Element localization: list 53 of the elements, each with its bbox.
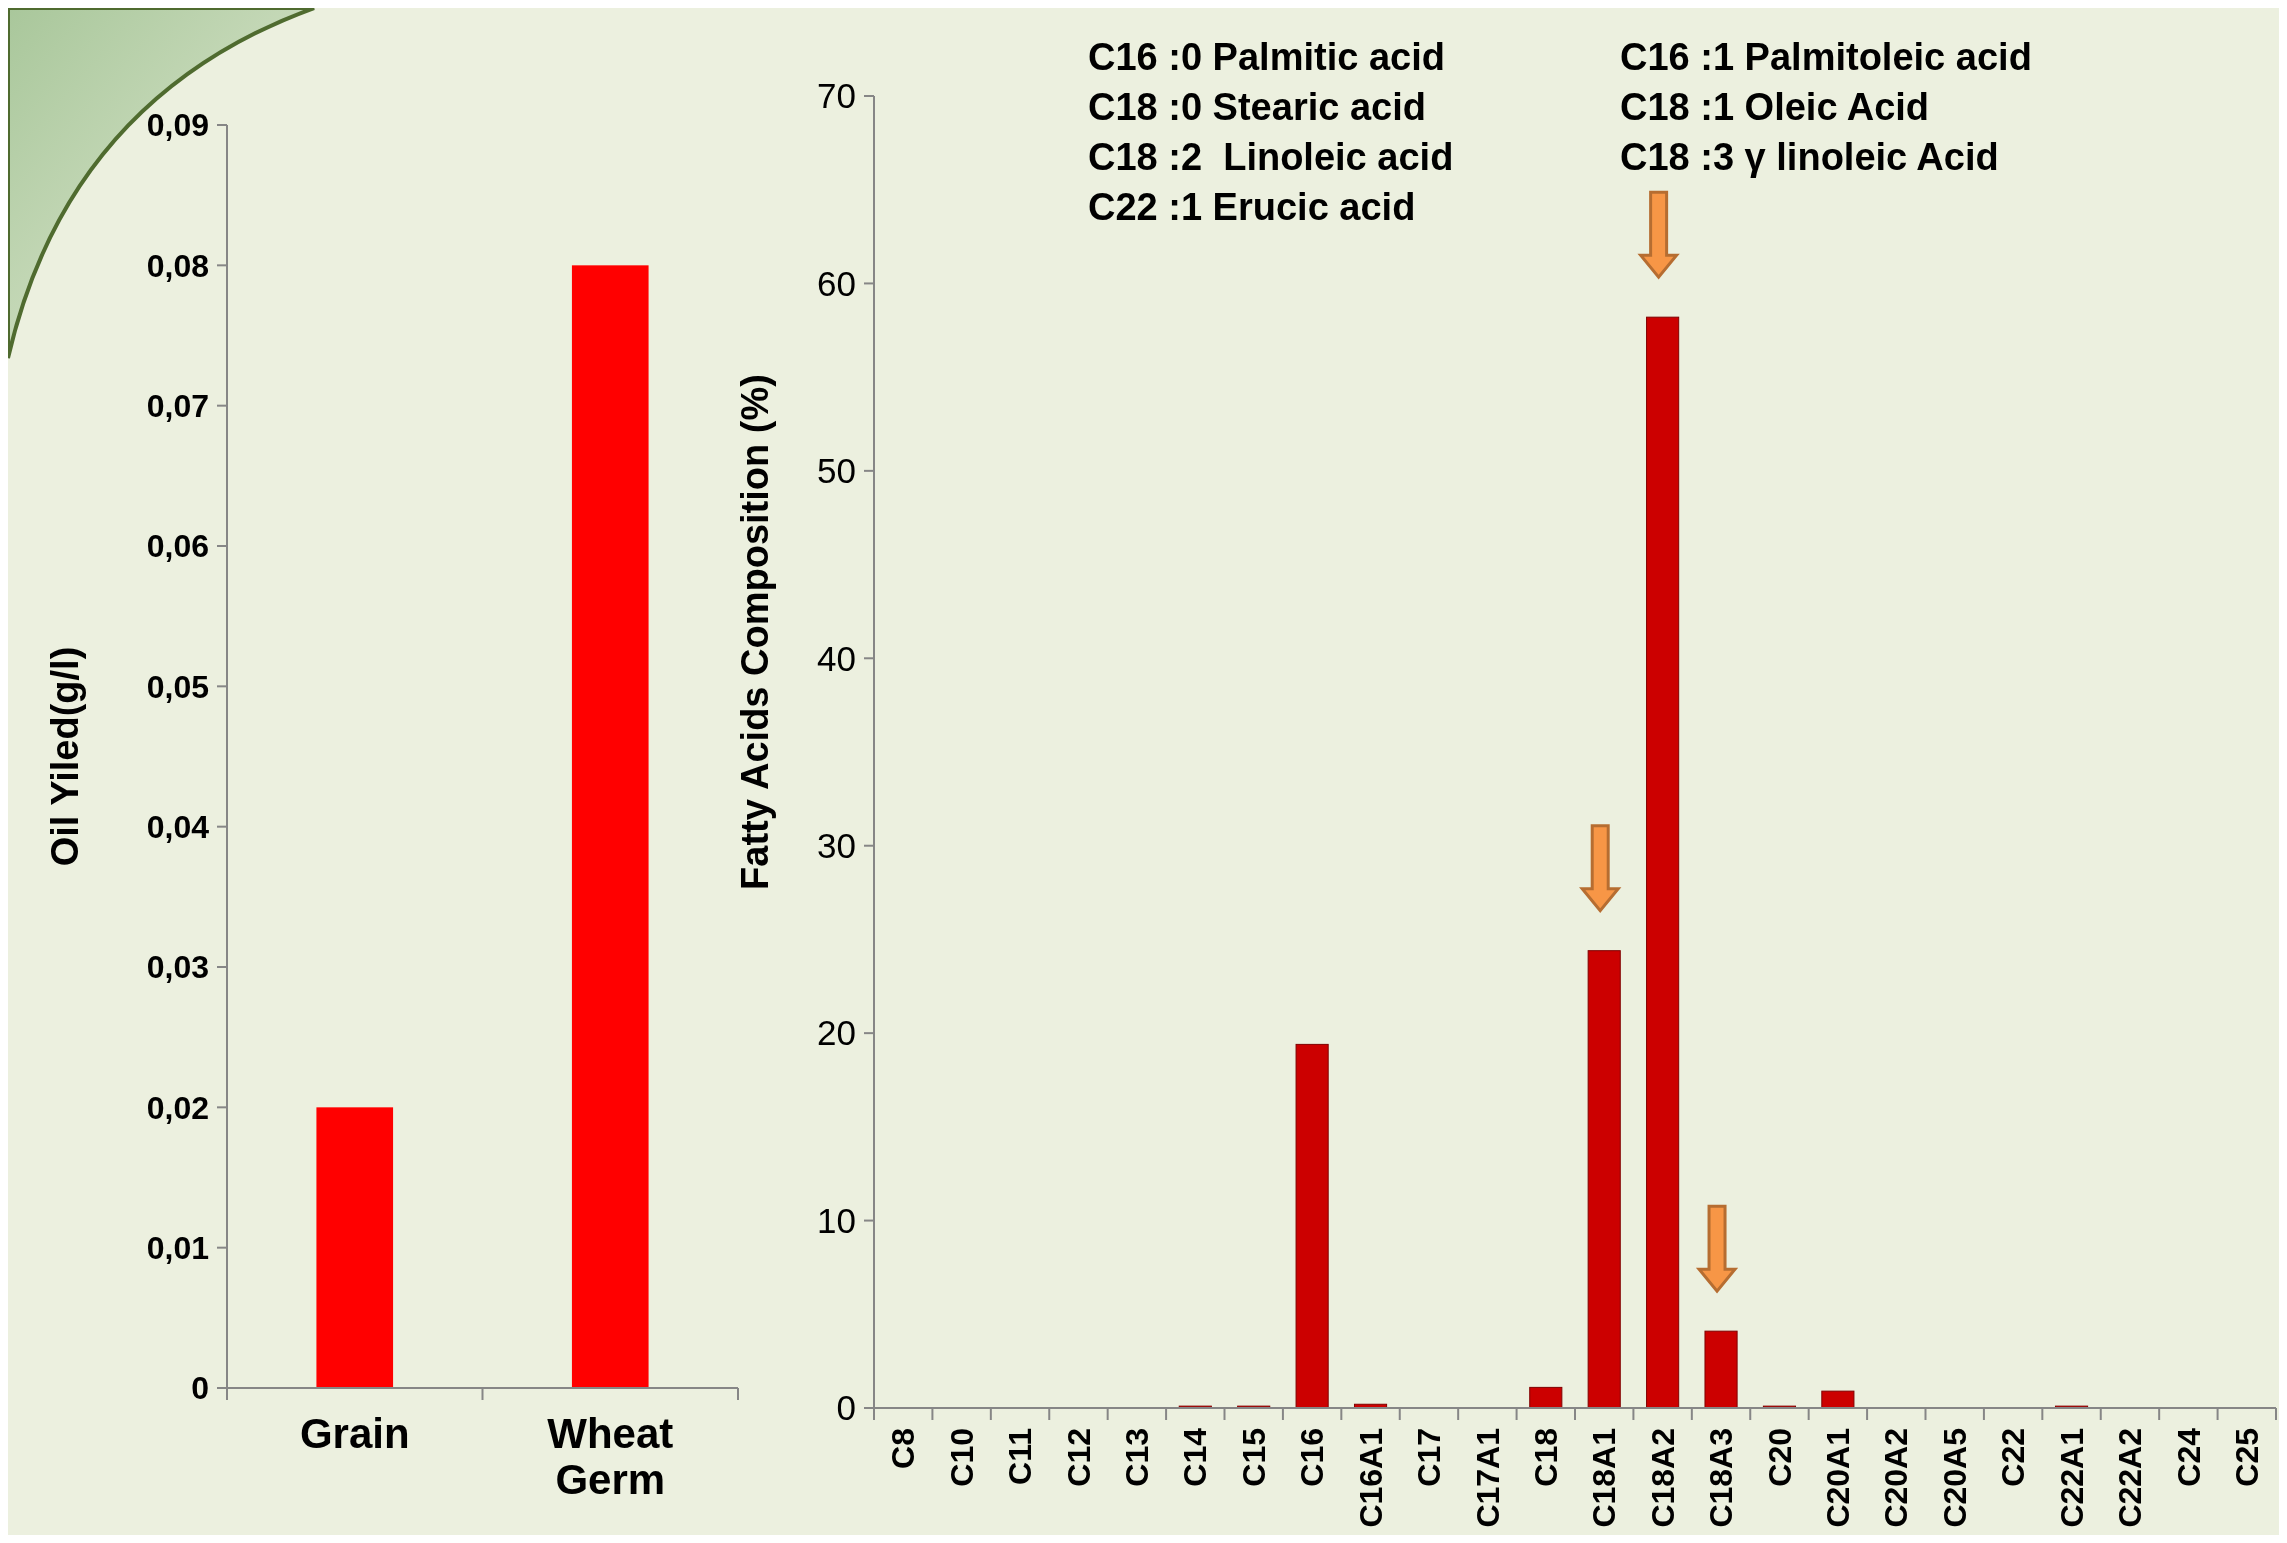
x-tick-label: C18 — [1527, 1428, 1564, 1487]
y-axis-title: Fatty Acids Composition (%) — [734, 374, 776, 890]
x-tick-label: C18A2 — [1644, 1428, 1681, 1528]
x-tick-label: C11 — [1002, 1428, 1039, 1485]
y-tick-label: 0,09 — [146, 107, 209, 144]
x-tick-label: Grain — [299, 1410, 410, 1457]
annotation: C18 :3 γ linoleic Acid — [1620, 136, 1999, 178]
y-tick-label: 10 — [817, 1200, 856, 1240]
x-tick-label: Wheat Germ — [547, 1410, 674, 1504]
x-tick-label: C16A1 — [1352, 1428, 1389, 1528]
annotation: C18 :2 Linoleic acid — [1088, 136, 1454, 178]
x-tick-label: C20A1 — [1820, 1428, 1857, 1528]
x-tick-label: C24 — [2170, 1427, 2207, 1487]
y-tick-label: 50 — [817, 451, 856, 491]
x-tick-label: C18A1 — [1586, 1428, 1623, 1528]
y-tick-label: 70 — [817, 76, 856, 116]
text: C16 :1 Palmitoleic acid — [1620, 36, 2032, 78]
annotation: C18 :1 Oleic Acid — [1620, 86, 1930, 128]
x-tick-label: C18A3 — [1703, 1428, 1740, 1528]
x-tick-label: C25 — [2228, 1428, 2265, 1487]
x-tick-label: C12 — [1060, 1428, 1097, 1487]
y-tick-label: 60 — [817, 263, 856, 303]
y-tick-label: 0,01 — [146, 1229, 209, 1266]
y-tick-label: 0,04 — [146, 808, 210, 845]
x-tick-label: C14 — [1177, 1427, 1214, 1487]
y-axis-title: Oil Yiled(g/l) — [44, 646, 86, 867]
x-tick-label: C13 — [1119, 1428, 1156, 1487]
x-tick-label: C16 — [1294, 1428, 1331, 1487]
x-tick-label: C20A2 — [1878, 1428, 1915, 1528]
y-tick-label: 30 — [817, 825, 856, 865]
y-tick-label: 0,08 — [146, 247, 209, 284]
annotation: C18 :0 Stearic acid — [1088, 86, 1426, 128]
y-tick-label: 0,02 — [146, 1089, 209, 1126]
annotation: C22 :1 Erucic acid — [1088, 186, 1416, 228]
y-tick-label: 0 — [191, 1370, 209, 1407]
x-tick-label: C20A5 — [1936, 1428, 1973, 1528]
x-tick-label: C22A2 — [2112, 1428, 2149, 1528]
y-tick-label: 0,05 — [146, 668, 209, 705]
y-tick-label: 0 — [836, 1388, 856, 1428]
x-tick-label: C22A1 — [2053, 1428, 2090, 1528]
y-tick-label: 40 — [817, 638, 856, 678]
x-tick-label: C8 — [885, 1428, 922, 1469]
y-tick-label: 0,03 — [146, 949, 209, 986]
x-tick-label: C22 — [1995, 1428, 2032, 1487]
x-tick-label: C15 — [1235, 1428, 1272, 1487]
x-tick-label: C20 — [1761, 1428, 1798, 1487]
x-tick-label: C10 — [943, 1428, 980, 1487]
y-tick-label: 20 — [817, 1013, 856, 1053]
y-tick-label: 0,07 — [146, 387, 209, 424]
x-tick-label: C17A1 — [1469, 1428, 1506, 1528]
x-tick-label: C17 — [1411, 1428, 1448, 1487]
y-tick-label: 0,06 — [146, 528, 209, 565]
text: C16 :0 Palmitic acid — [1088, 36, 1445, 78]
